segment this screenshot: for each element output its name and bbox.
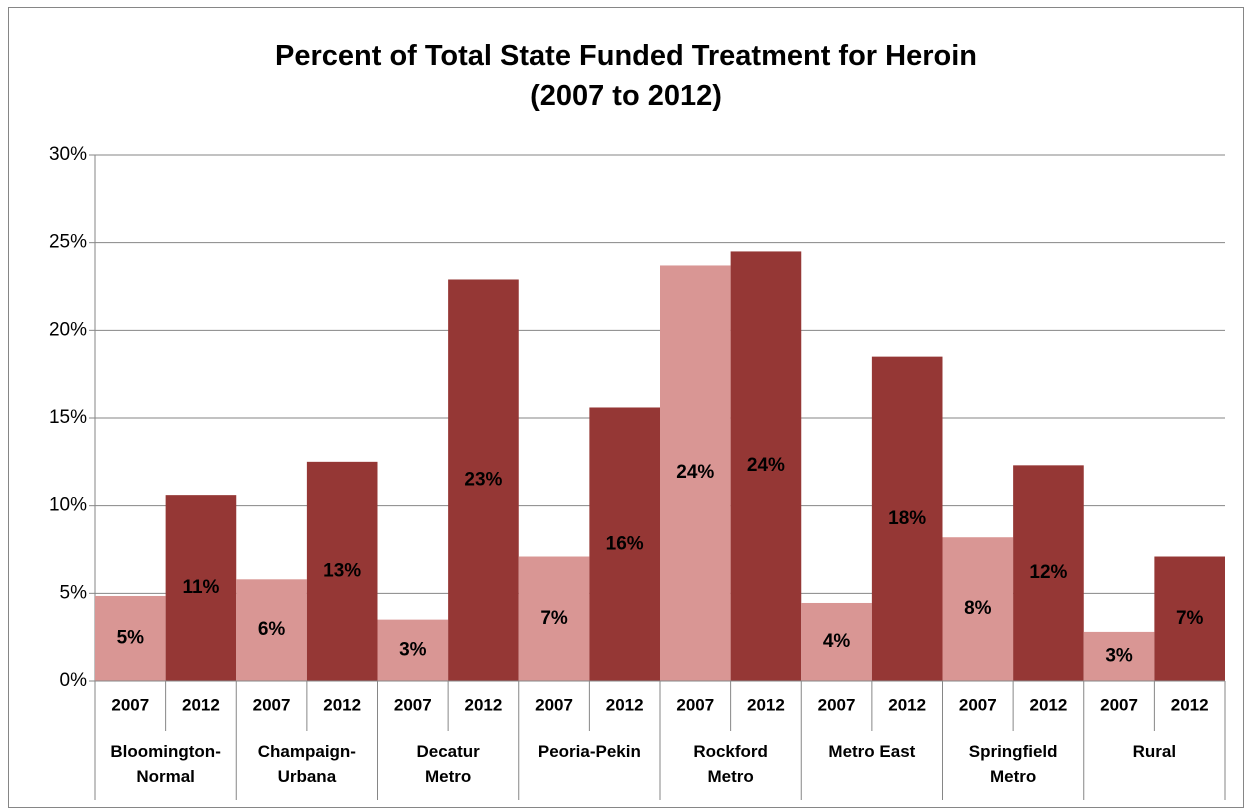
- year-label: 2012: [323, 695, 361, 714]
- y-tick-label: 30%: [49, 144, 87, 165]
- data-label: 4%: [823, 631, 851, 652]
- y-tick-label: 20%: [49, 319, 87, 340]
- data-label: 8%: [964, 598, 992, 619]
- group-label: Rockford Metro: [693, 742, 768, 786]
- y-tick-label: 25%: [49, 232, 87, 253]
- year-label: 2007: [818, 695, 856, 714]
- data-label: 16%: [606, 533, 644, 554]
- bar: [306, 461, 378, 681]
- bar: [1083, 631, 1155, 681]
- data-label: 12%: [1029, 562, 1067, 583]
- data-label: 13%: [323, 560, 361, 581]
- data-label: 11%: [182, 577, 219, 598]
- bar: [871, 356, 943, 681]
- group-label: Metro East: [828, 742, 916, 761]
- year-label: 2007: [253, 695, 291, 714]
- y-tick-label: 5%: [60, 582, 88, 603]
- year-label: 2012: [1171, 695, 1209, 714]
- group-label: Rural: [1132, 742, 1177, 761]
- data-label: 23%: [464, 469, 502, 490]
- year-label: 2012: [182, 695, 220, 714]
- year-label: 2007: [394, 695, 432, 714]
- bar: [95, 595, 166, 681]
- bar: [801, 602, 872, 681]
- data-label: 7%: [540, 608, 568, 629]
- data-label: 24%: [747, 455, 785, 476]
- bar: [165, 495, 237, 681]
- year-label: 2012: [888, 695, 926, 714]
- y-tick-label: 10%: [49, 495, 87, 516]
- group-label: Peoria-Pekin: [537, 742, 641, 761]
- group-label: Springfield Metro: [968, 742, 1058, 786]
- year-label: 2012: [1030, 695, 1068, 714]
- bar: [660, 265, 731, 681]
- year-label: 2007: [1100, 695, 1138, 714]
- group-label: Decatur Metro: [416, 742, 480, 786]
- bar: [942, 537, 1014, 681]
- data-label: 6%: [258, 619, 286, 640]
- group-label: Bloomington- Normal: [110, 742, 221, 786]
- y-tick-label: 0%: [60, 670, 88, 691]
- data-label: 5%: [117, 627, 145, 648]
- year-label: 2012: [606, 695, 644, 714]
- bar: [518, 556, 590, 681]
- bar: [730, 251, 802, 681]
- chart-title: Percent of Total State Funded Treatment …: [275, 40, 977, 112]
- year-label: 2012: [465, 695, 503, 714]
- data-label: 24%: [676, 462, 714, 483]
- data-label: 18%: [888, 508, 926, 529]
- data-label: 7%: [1176, 608, 1204, 629]
- y-tick-label: 15%: [49, 407, 87, 428]
- bar: [1154, 556, 1225, 681]
- year-label: 2007: [959, 695, 997, 714]
- year-label: 2007: [535, 695, 573, 714]
- bar: [377, 619, 449, 681]
- bar: [236, 579, 307, 681]
- group-label: Champaign- Urbana: [257, 742, 356, 786]
- year-label: 2007: [111, 695, 149, 714]
- year-label: 2007: [676, 695, 714, 714]
- data-label: 3%: [399, 639, 427, 660]
- year-label: 2012: [747, 695, 785, 714]
- bar: [1013, 465, 1084, 681]
- bar: [448, 279, 519, 681]
- data-label: 3%: [1105, 645, 1133, 666]
- bar: [589, 407, 660, 681]
